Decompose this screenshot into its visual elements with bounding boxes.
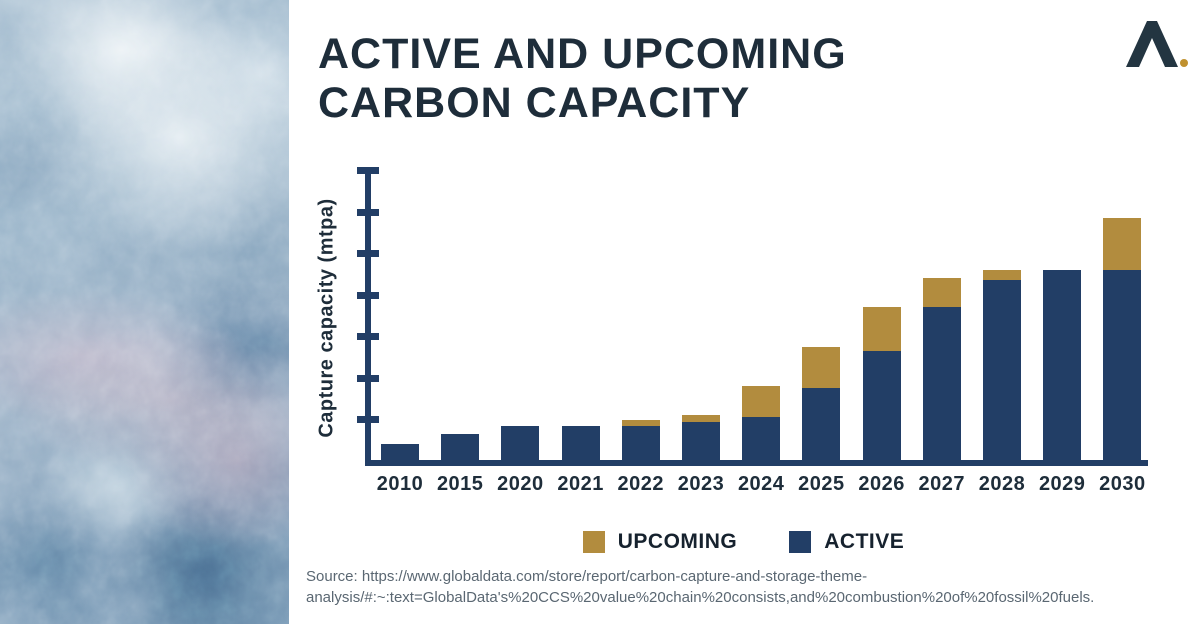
x-axis-label-2029: 2029 <box>1038 473 1086 495</box>
x-axis-label-2025: 2025 <box>798 473 845 495</box>
bar-active-2015 <box>441 434 480 461</box>
x-axis-label-2020: 2020 <box>497 473 544 495</box>
upcoming-swatch-icon <box>582 531 605 553</box>
bar-active-2024 <box>742 417 781 461</box>
y-axis-tick <box>357 250 379 257</box>
legend-label-active: ACTIVE <box>824 530 905 553</box>
y-axis-tick <box>357 374 379 382</box>
gold-dot-icon <box>1180 59 1188 67</box>
bar-upcoming-2023 <box>682 415 720 422</box>
lambda-mark-icon <box>1126 21 1188 67</box>
x-axis-label-2022: 2022 <box>617 473 665 495</box>
x-axis-label-2023: 2023 <box>677 473 725 495</box>
y-axis-tick <box>357 416 379 423</box>
legend-item-active: ACTIVE <box>789 530 904 554</box>
bar-upcoming-2026 <box>862 307 901 351</box>
bar-active-2022 <box>621 425 660 461</box>
bar-upcoming-2027 <box>922 278 961 308</box>
bar-active-2020 <box>501 425 540 461</box>
x-axis-label-2015: 2015 <box>436 473 484 495</box>
bar-active-2010 <box>381 444 419 461</box>
bar-active-2023 <box>682 421 720 461</box>
y-axis-tick <box>357 291 379 299</box>
bar-upcoming-2030 <box>1103 218 1142 271</box>
x-axis-label-2010: 2010 <box>376 473 424 495</box>
legend-item-upcoming: UPCOMING <box>582 530 738 554</box>
bar-active-2025 <box>802 388 841 461</box>
y-axis-tick <box>357 208 379 216</box>
x-axis-label-2024: 2024 <box>737 473 785 495</box>
bar-active-2030 <box>1103 270 1142 461</box>
chart-legend: UPCOMING ACTIVE <box>289 527 1198 557</box>
brand-logo <box>1126 21 1190 67</box>
x-axis-label-2028: 2028 <box>978 473 1026 495</box>
source-line2: analysis/#:~:text=GlobalData's%20CCS%20v… <box>306 589 1095 606</box>
page-title-line2: CARBON CAPACITY <box>318 79 751 127</box>
page-title: ACTIVE AND UPCOMING CARBON CAPACITY <box>318 30 958 128</box>
source-line1: Source: https://www.globaldata.com/store… <box>306 568 868 585</box>
satellite-terrain-image <box>0 0 289 624</box>
bar-active-2029 <box>1043 270 1082 461</box>
source-citation: Source: https://www.globaldata.com/store… <box>306 566 1186 608</box>
bar-active-2028 <box>983 280 1021 461</box>
bar-upcoming-2024 <box>742 386 781 418</box>
y-axis-label: Capture capacity (mtpa) <box>315 198 338 438</box>
x-axis-label-2026: 2026 <box>858 473 905 495</box>
x-axis-line <box>365 460 1148 466</box>
bar-upcoming-2022 <box>621 419 660 426</box>
terrain-grain-overlay <box>0 0 289 624</box>
y-axis-tick <box>357 167 379 174</box>
active-swatch-icon <box>789 531 812 553</box>
x-axis-label-2021: 2021 <box>557 473 604 495</box>
x-axis-label-2027: 2027 <box>918 473 966 495</box>
x-axis-label-2030: 2030 <box>1099 473 1146 495</box>
page-title-line1: ACTIVE AND UPCOMING <box>318 30 847 78</box>
y-axis-tick <box>357 333 379 340</box>
bar-active-2026 <box>862 351 901 461</box>
legend-label-upcoming: UPCOMING <box>617 530 738 553</box>
bar-active-2021 <box>561 425 600 461</box>
bar-upcoming-2025 <box>802 346 841 389</box>
bar-upcoming-2028 <box>983 270 1021 281</box>
bar-active-2027 <box>922 307 961 461</box>
y-axis-line <box>365 169 371 462</box>
